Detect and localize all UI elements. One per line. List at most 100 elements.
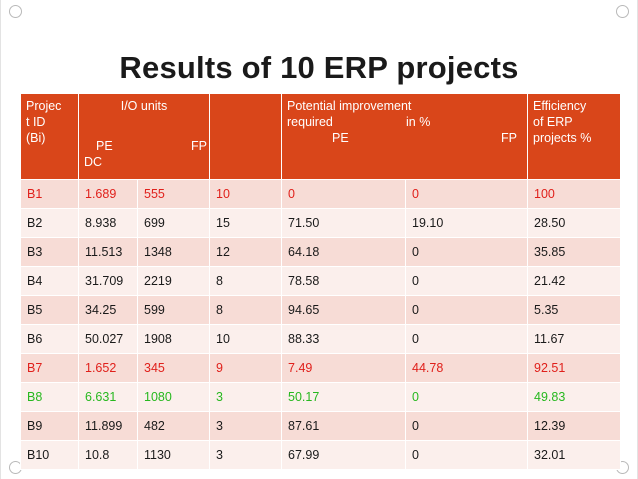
table-row: B3 11.513 1348 12 64.18 0 35.85 [20, 237, 622, 267]
pe-dc-cell: 8.938 [78, 208, 138, 238]
table-row: B5 34.25 599 8 94.65 0 5.35 [20, 295, 622, 325]
fp-cell: 1080 [136, 382, 211, 412]
improvement-pe-cell: 50.17 [281, 382, 407, 412]
fp-cell: 1908 [136, 324, 211, 354]
efficiency-cell: 12.39 [527, 411, 622, 441]
header-potential-pe: PE [332, 131, 349, 145]
pe-dc-cell: 34.25 [78, 295, 138, 325]
improvement-pe-cell: 94.65 [281, 295, 407, 325]
project-id-cell: B8 [20, 382, 79, 412]
project-id-cell: B3 [20, 237, 79, 267]
efficiency-cell: 11.67 [527, 324, 622, 354]
improvement-fp-cell: 0 [405, 440, 529, 470]
improvement-fp-cell: 0 [405, 324, 529, 354]
improvement-pe-cell: 87.61 [281, 411, 407, 441]
project-id-cell: B6 [20, 324, 79, 354]
improvement-pe-cell: 0 [281, 179, 407, 209]
header-project-id-line: Projec [26, 99, 62, 113]
improvement-pe-cell: 78.58 [281, 266, 407, 296]
table-row: B2 8.938 699 15 71.50 19.10 28.50 [20, 208, 622, 238]
slide-title: Results of 10 ERP projects [119, 50, 519, 85]
header-efficiency: Efficiency of ERP projects % [527, 93, 622, 180]
project-id-cell: B9 [20, 411, 79, 441]
improvement-pe-cell: 88.33 [281, 324, 407, 354]
header-project-id-line: t ID [26, 115, 46, 129]
pe-dc-cell: 1.652 [78, 353, 138, 383]
header-project-id-line: (Bi) [26, 131, 46, 145]
io-extra-cell: 9 [209, 353, 283, 383]
pe-dc-cell: 31.709 [78, 266, 138, 296]
fp-cell: 482 [136, 411, 211, 441]
header-potential-improvement: Potential improvement required in % PE F… [281, 93, 529, 180]
io-extra-cell: 8 [209, 266, 283, 296]
efficiency-cell: 92.51 [527, 353, 622, 383]
header-efficiency-line: Efficiency [533, 99, 587, 113]
io-extra-cell: 3 [209, 382, 283, 412]
table-row: B4 31.709 2219 8 78.58 0 21.42 [20, 266, 622, 296]
header-io-pe: PE [96, 139, 113, 153]
improvement-fp-cell: 0 [405, 179, 529, 209]
fp-cell: 555 [136, 179, 211, 209]
header-efficiency-line: of ERP [533, 115, 573, 129]
fp-cell: 2219 [136, 266, 211, 296]
io-extra-cell: 3 [209, 411, 283, 441]
efficiency-cell: 21.42 [527, 266, 622, 296]
pe-dc-cell: 1.689 [78, 179, 138, 209]
project-id-cell: B7 [20, 353, 79, 383]
project-id-cell: B5 [20, 295, 79, 325]
corner-decoration [9, 5, 22, 18]
io-extra-cell: 10 [209, 324, 283, 354]
efficiency-cell: 100 [527, 179, 622, 209]
table-row: B10 10.8 1130 3 67.99 0 32.01 [20, 440, 622, 470]
header-efficiency-line: projects % [533, 131, 592, 145]
project-id-cell: B2 [20, 208, 79, 238]
table-row: B7 1.652 345 9 7.49 44.78 92.51 [20, 353, 622, 383]
header-io-fp: FP [191, 139, 207, 153]
io-extra-cell: 12 [209, 237, 283, 267]
io-extra-cell: 3 [209, 440, 283, 470]
io-extra-cell: 8 [209, 295, 283, 325]
improvement-fp-cell: 0 [405, 382, 529, 412]
improvement-fp-cell: 0 [405, 411, 529, 441]
header-potential-fp: FP [501, 131, 518, 145]
header-potential-in: in % [406, 115, 431, 129]
fp-cell: 1130 [136, 440, 211, 470]
io-extra-cell: 10 [209, 179, 283, 209]
pe-dc-cell: 11.899 [78, 411, 138, 441]
efficiency-cell: 49.83 [527, 382, 622, 412]
pe-dc-cell: 6.631 [78, 382, 138, 412]
fp-cell: 699 [136, 208, 211, 238]
pe-dc-cell: 50.027 [78, 324, 138, 354]
improvement-pe-cell: 67.99 [281, 440, 407, 470]
pe-dc-cell: 11.513 [78, 237, 138, 267]
project-id-cell: B4 [20, 266, 79, 296]
header-io-dc: DC [84, 155, 103, 169]
pe-dc-cell: 10.8 [78, 440, 138, 470]
project-id-cell: B10 [20, 440, 79, 470]
results-table: Projec t ID (Bi) I/O units PE FP DC Pote… [20, 93, 622, 470]
efficiency-cell: 32.01 [527, 440, 622, 470]
improvement-fp-cell: 19.10 [405, 208, 529, 238]
table-row: B6 50.027 1908 10 88.33 0 11.67 [20, 324, 622, 354]
improvement-fp-cell: 0 [405, 237, 529, 267]
fp-cell: 345 [136, 353, 211, 383]
fp-cell: 599 [136, 295, 211, 325]
header-potential-line2: required [287, 115, 333, 129]
improvement-pe-cell: 71.50 [281, 208, 407, 238]
improvement-pe-cell: 7.49 [281, 353, 407, 383]
header-io-units-title: I/O units [120, 99, 168, 113]
improvement-fp-cell: 44.78 [405, 353, 529, 383]
improvement-fp-cell: 0 [405, 295, 529, 325]
efficiency-cell: 35.85 [527, 237, 622, 267]
table-row: B8 6.631 1080 3 50.17 0 49.83 [20, 382, 622, 412]
header-potential-line1: Potential improvement [287, 99, 412, 113]
header-blank [209, 93, 283, 180]
corner-decoration [616, 5, 629, 18]
fp-cell: 1348 [136, 237, 211, 267]
improvement-pe-cell: 64.18 [281, 237, 407, 267]
project-id-cell: B1 [20, 179, 79, 209]
header-project-id: Projec t ID (Bi) [20, 93, 79, 180]
io-extra-cell: 15 [209, 208, 283, 238]
improvement-fp-cell: 0 [405, 266, 529, 296]
header-io-units: I/O units PE FP DC [77, 93, 211, 180]
